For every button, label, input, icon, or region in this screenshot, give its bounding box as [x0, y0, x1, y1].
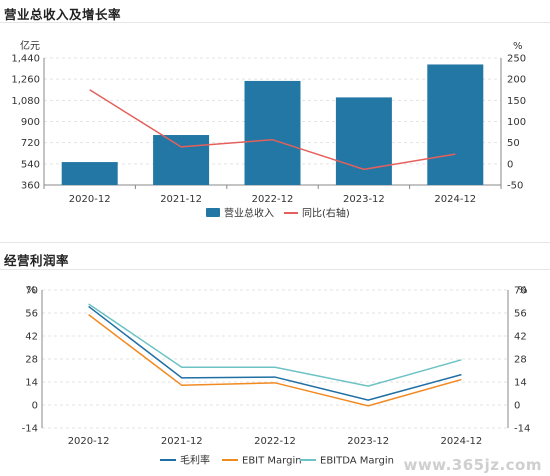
y-left-tick-label: 900 [21, 117, 40, 128]
x-tick-label: 2024-12 [441, 436, 483, 447]
x-tick-label: 2024-12 [434, 194, 476, 205]
revenue-bar [427, 64, 484, 185]
x-tick-label: 2021-12 [161, 436, 203, 447]
operating-margin-chart: -14 -14 0 0 14 14 28 28 42 42 56 56 70 70% % 2020-12 202… [22, 285, 531, 467]
panel-divider [0, 269, 550, 270]
y-left-tick-label: 720 [21, 138, 40, 149]
revenue-bar [61, 162, 118, 185]
legend-gross-margin-label: 毛利率 [180, 454, 210, 467]
legend-ebit-margin-label: EBIT Margin [242, 456, 302, 467]
y-right-tick-label: 0 [507, 159, 513, 170]
y-left-tick-label: 28 [25, 355, 38, 366]
y-right-tick-label: 14 [514, 378, 527, 389]
revenue-bar [335, 97, 392, 185]
y-left-tick-label: 1,440 [11, 54, 40, 65]
revenue-growth-panel: 营业总收入及增长率 360 540 720 900 1,080 1,260 1,440 -50… [0, 7, 550, 220]
y-right-unit: % [513, 41, 523, 52]
panel-title-margin: 经营利润率 [4, 253, 70, 268]
y-left-tick-label: 0 [32, 401, 38, 412]
y-right-tick-label: 70 [514, 286, 527, 297]
y-left-tick-label: 540 [21, 159, 40, 170]
revenue-growth-chart: 360 540 720 900 1,080 1,260 1,440 -50 0 50 100 150 2… [11, 39, 526, 220]
y-left-tick-label: 70 [25, 286, 38, 297]
watermark: www.365jz.com [403, 456, 542, 474]
y-left-tick-label: 56 [25, 309, 38, 320]
operating-margin-panel: 经营利润率 -14 -14 0 0 14 14 28 28 42 42 56 56 70 70%% 2020… [0, 242, 550, 476]
revenue-bar [153, 135, 210, 185]
x-tick-label: 2022-12 [254, 436, 296, 447]
panel-divider [0, 22, 550, 23]
y-right-tick-label: 28 [514, 355, 527, 366]
y-left-tick-label: 42 [25, 332, 38, 343]
y-left-tick-label: 1,260 [11, 75, 40, 86]
legend-label-revenue: 营业总收入 [224, 207, 274, 220]
panel-title-revenue: 营业总收入及增长率 [4, 7, 122, 22]
x-tick-label: 2020-12 [68, 436, 110, 447]
ebit-margin-line [88, 314, 462, 407]
y-right-tick-label: -50 [507, 181, 523, 192]
x-tick-label: 2023-12 [347, 436, 389, 447]
y-right-tick-label: 42 [514, 332, 527, 343]
y-left-unit: 亿元 [20, 39, 40, 52]
y-right-tick-label: 250 [507, 54, 526, 65]
y-left-tick-label: 360 [21, 181, 40, 192]
y-right-tick-label: 150 [507, 96, 526, 107]
y-left-tick-label: 1,080 [11, 96, 40, 107]
legend-ebitda-margin-label: EBITDA Margin [320, 456, 394, 467]
x-tick-label: 2022-12 [252, 194, 294, 205]
legend-swatch-revenue [206, 208, 220, 217]
y-right-tick-label: -14 [514, 424, 530, 435]
x-tick-label: 2023-12 [343, 194, 385, 205]
y-right-unit: % [518, 285, 528, 296]
legend-label-growth: 同比(右轴) [302, 207, 350, 220]
ebitda-margin-line [88, 303, 462, 387]
x-tick-label: 2020-12 [69, 194, 111, 205]
y-right-tick-label: 100 [507, 117, 526, 128]
y-left-tick-label: 14 [25, 378, 38, 389]
x-tick-label: 2021-12 [160, 194, 202, 205]
y-right-tick-label: 56 [514, 309, 527, 320]
panel-divider [0, 242, 550, 243]
gross-margin-line [88, 305, 462, 401]
y-right-tick-label: 0 [514, 401, 520, 412]
revenue-bar [244, 80, 301, 185]
y-left-unit: % [26, 285, 36, 296]
growth-line [89, 89, 456, 171]
y-right-tick-label: 200 [507, 75, 526, 86]
y-left-tick-label: -14 [22, 424, 38, 435]
y-right-tick-label: 50 [507, 138, 520, 149]
